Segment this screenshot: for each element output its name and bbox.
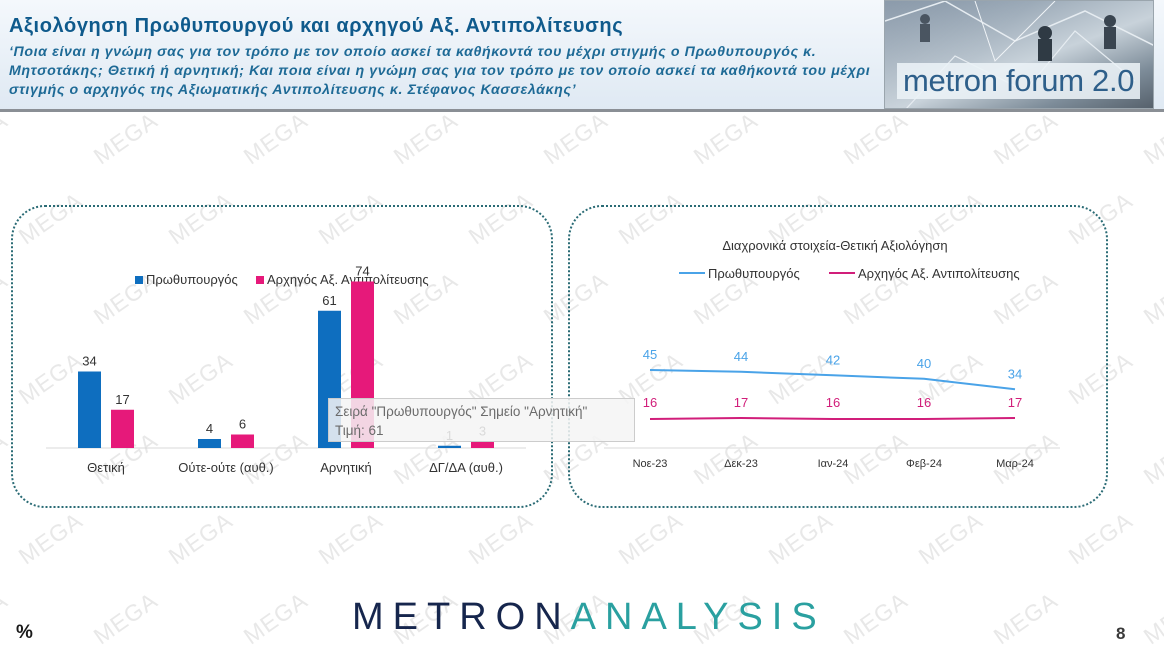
slide-title: Αξιολόγηση Πρωθυπουργού και αρχηγού Αξ. … xyxy=(9,15,624,37)
survey-question: ‘Ποια είναι η γνώμη σας για τον τρόπο με… xyxy=(9,44,871,98)
bar-data-label: 61 xyxy=(322,293,336,308)
line-chart-title: Διαχρονικά στοιχεία-Θετική Αξιολόγηση xyxy=(722,238,948,253)
page-number: 8 xyxy=(1116,624,1126,643)
line-x-tick-label: Μαρ-24 xyxy=(996,458,1034,470)
tooltip-value-line: Τιμή: 61 xyxy=(335,423,384,438)
line-legend-swatch-pm xyxy=(679,272,705,274)
metron-forum-logo: metron forum 2.0 xyxy=(884,0,1154,109)
bar-category-label: Ούτε-ούτε (αυθ.) xyxy=(178,460,274,475)
line-data-label: 17 xyxy=(1008,395,1022,410)
bar-category-label: Θετική xyxy=(87,460,125,475)
logo-text: metron forum 2.0 xyxy=(897,63,1141,99)
line-chart-panel xyxy=(568,205,1108,508)
bar-pm-1[interactable] xyxy=(198,439,221,448)
legend-label-opposition: Αρχηγός Αξ. Αντιπολίτευσης xyxy=(267,272,429,287)
bar-chart-panel xyxy=(11,205,553,508)
line-data-label: 16 xyxy=(826,395,840,410)
line-data-label: 42 xyxy=(826,352,840,367)
line-data-label: 34 xyxy=(1008,366,1022,381)
bar-pm-0[interactable] xyxy=(78,371,101,449)
bar-category-label: ΔΓ/ΔΑ (αυθ.) xyxy=(429,460,503,475)
line-series-pm[interactable] xyxy=(649,369,1016,391)
line-legend-item-pm: Πρωθυπουργός xyxy=(679,266,800,281)
line-x-tick-label: Ιαν-24 xyxy=(818,458,849,470)
chart-tooltip: Σειρά "Πρωθυπουργός" Σημείο "Αρνητική" Τ… xyxy=(328,398,635,442)
line-legend-label-pm: Πρωθυπουργός xyxy=(708,266,800,281)
bar-data-label: 6 xyxy=(239,417,246,432)
line-x-tick-label: Δεκ-23 xyxy=(724,458,758,470)
tooltip-series-line: Σειρά "Πρωθυπουργός" Σημείο "Αρνητική" xyxy=(335,404,588,419)
bar-data-label: 17 xyxy=(115,392,129,407)
brand-part-metron: METRON xyxy=(352,596,571,638)
line-data-label: 40 xyxy=(917,356,931,371)
bar-pm-3[interactable] xyxy=(438,445,461,448)
percent-label: % xyxy=(16,622,33,643)
line-x-tick-label: Φεβ-24 xyxy=(906,458,942,470)
bar-data-label: 74 xyxy=(355,264,369,279)
line-series-opposition[interactable] xyxy=(649,416,1016,420)
line-x-tick-label: Νοε-23 xyxy=(633,458,668,470)
metron-analysis-brand: METRONANALYSIS xyxy=(352,596,826,639)
line-data-label: 45 xyxy=(643,347,657,362)
line-data-label: 16 xyxy=(643,395,657,410)
legend-item-opposition: Αρχηγός Αξ. Αντιπολίτευσης xyxy=(256,272,429,287)
bar-opposition-0[interactable] xyxy=(111,409,134,448)
brand-part-analysis: ANALYSIS xyxy=(570,596,826,638)
legend-item-pm: Πρωθυπουργός xyxy=(135,272,238,287)
logo-background-graphic xyxy=(885,1,1153,108)
bar-data-label: 4 xyxy=(206,421,213,436)
line-data-label: 17 xyxy=(734,395,748,410)
legend-label-pm: Πρωθυπουργός xyxy=(146,272,238,287)
bar-opposition-1[interactable] xyxy=(231,434,254,449)
bar-data-label: 34 xyxy=(82,354,96,369)
line-legend-label-opposition: Αρχηγός Αξ. Αντιπολίτευσης xyxy=(858,266,1020,281)
header-banner: Αξιολόγηση Πρωθυπουργού και αρχηγού Αξ. … xyxy=(0,0,1164,112)
line-data-label: 16 xyxy=(917,395,931,410)
bar-opposition-3[interactable] xyxy=(471,441,494,448)
legend-swatch-opposition xyxy=(256,276,264,284)
line-legend-swatch-opposition xyxy=(829,272,855,274)
line-data-label: 44 xyxy=(734,349,748,364)
bar-category-label: Αρνητική xyxy=(320,460,372,475)
legend-swatch-pm xyxy=(135,276,143,284)
line-legend-item-opposition: Αρχηγός Αξ. Αντιπολίτευσης xyxy=(829,266,1020,281)
